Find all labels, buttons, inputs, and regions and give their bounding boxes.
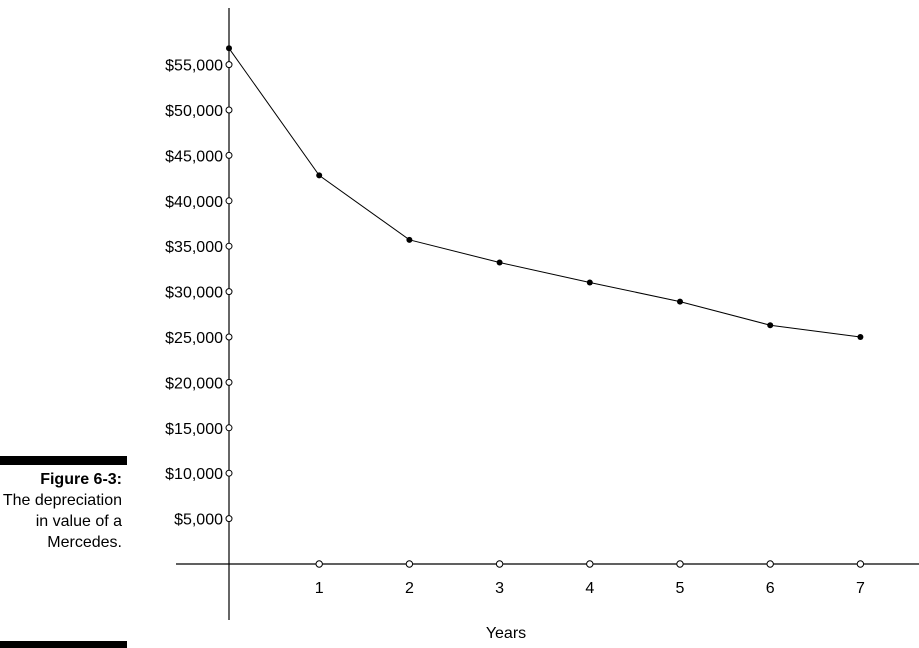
x-axis-title: Years — [486, 625, 526, 642]
figure-caption: Figure 6-3: The depreciation in value of… — [0, 469, 122, 553]
y-tick-marker — [225, 515, 233, 523]
series-line — [228, 48, 861, 338]
x-tick-marker — [405, 560, 414, 568]
x-tick-label: 1 — [315, 580, 324, 597]
x-tick-marker — [495, 560, 504, 568]
y-tick-marker — [225, 242, 233, 250]
y-tick-label: $20,000 — [165, 375, 223, 392]
x-axis-ticks: 1 2 3 4 5 6 7 — [315, 560, 865, 597]
data-point — [677, 298, 683, 305]
y-tick-label: $30,000 — [165, 285, 223, 302]
chart-axes — [176, 8, 919, 620]
data-point — [857, 334, 864, 340]
data-series — [226, 45, 864, 340]
y-tick-marker — [225, 151, 233, 159]
figure-caption-text: The depreciation in value of a Mercedes. — [2, 492, 122, 551]
x-tick-label: 6 — [766, 580, 775, 597]
y-tick-label: $55,000 — [165, 58, 223, 75]
y-tick-label: $15,000 — [165, 421, 223, 438]
y-tick-marker — [225, 378, 233, 386]
y-tick-label: $35,000 — [165, 239, 223, 256]
data-point — [226, 45, 232, 52]
y-axis-ticks: $5,000 $10,000 $15,000 $20,000 $25,000 $30,00… — [165, 58, 233, 529]
x-tick-marker — [676, 560, 684, 568]
caption-bottom-rule — [0, 641, 127, 648]
y-tick-label: $10,000 — [165, 466, 223, 483]
x-tick-label: 5 — [676, 580, 685, 597]
y-tick-label: $25,000 — [165, 330, 223, 347]
x-tick-marker — [586, 560, 594, 568]
data-point — [496, 259, 503, 266]
data-point — [316, 172, 323, 179]
y-tick-label: $50,000 — [165, 103, 223, 120]
y-tick-marker — [225, 106, 233, 114]
x-tick-label: 4 — [585, 580, 594, 597]
data-point — [586, 279, 593, 286]
y-tick-label: $45,000 — [165, 148, 223, 165]
data-point — [406, 236, 413, 243]
x-tick-marker — [315, 560, 323, 568]
y-tick-label: $5,000 — [174, 512, 223, 529]
x-tick-label: 2 — [405, 580, 414, 597]
y-tick-marker — [225, 469, 233, 477]
y-tick-marker — [225, 333, 233, 341]
x-tick-marker — [856, 560, 865, 568]
x-tick-label: 7 — [856, 580, 865, 597]
figure-caption-label: Figure 6-3: — [40, 471, 122, 488]
y-tick-marker — [225, 197, 233, 205]
y-tick-marker — [225, 61, 233, 69]
data-point — [767, 322, 774, 329]
caption-top-rule — [0, 456, 127, 465]
x-tick-label: 3 — [495, 580, 504, 597]
y-tick-marker — [225, 288, 233, 296]
y-tick-label: $40,000 — [165, 194, 223, 211]
x-tick-marker — [766, 560, 774, 568]
y-tick-marker — [225, 424, 233, 432]
